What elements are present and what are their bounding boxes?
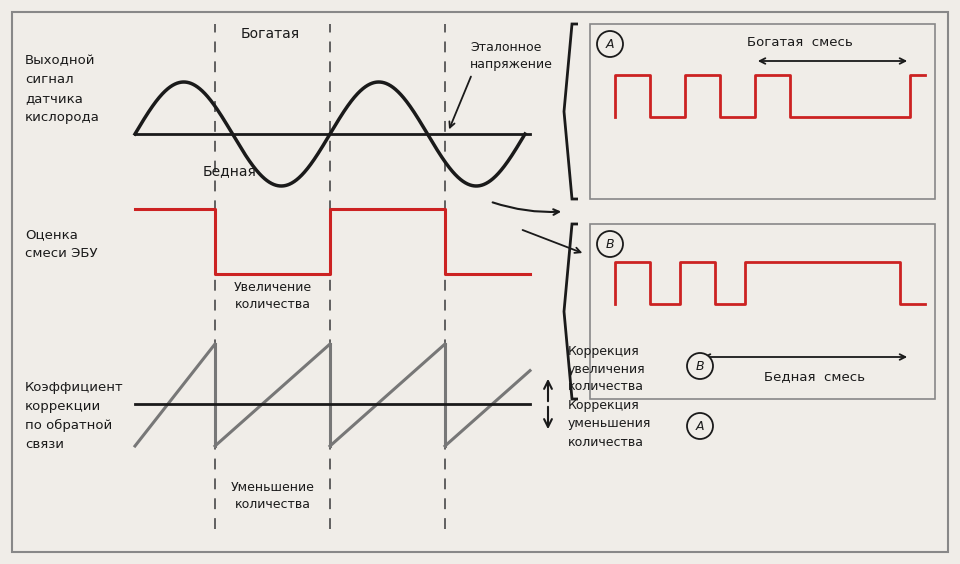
Text: В: В [696, 359, 705, 372]
Text: А: А [606, 37, 614, 51]
Text: В: В [606, 237, 614, 250]
Circle shape [687, 413, 713, 439]
FancyBboxPatch shape [590, 224, 935, 399]
Text: Коррекция
уменьшения
количества: Коррекция уменьшения количества [568, 399, 652, 448]
Text: Коэффициент
коррекции
по обратной
связи: Коэффициент коррекции по обратной связи [25, 381, 124, 451]
Text: А: А [696, 420, 705, 433]
Text: Богатая: Богатая [240, 27, 300, 41]
Text: Уменьшение
количества: Уменьшение количества [230, 481, 315, 511]
Text: Оценка
смеси ЭБУ: Оценка смеси ЭБУ [25, 228, 98, 260]
Text: Эталонное
напряжение: Эталонное напряжение [470, 41, 553, 71]
Circle shape [687, 353, 713, 379]
Circle shape [597, 31, 623, 57]
Text: Богатая  смесь: Богатая смесь [747, 36, 852, 49]
Circle shape [597, 231, 623, 257]
Text: Бедная: Бедная [204, 164, 257, 178]
Text: Коррекция
увеличения
количества: Коррекция увеличения количества [568, 345, 646, 394]
FancyBboxPatch shape [12, 12, 948, 552]
Text: Увеличение
количества: Увеличение количества [233, 281, 312, 311]
FancyBboxPatch shape [590, 24, 935, 199]
Text: Выходной
сигнал
датчика
кислорода: Выходной сигнал датчика кислорода [25, 54, 100, 124]
Text: Бедная  смесь: Бедная смесь [764, 371, 866, 384]
